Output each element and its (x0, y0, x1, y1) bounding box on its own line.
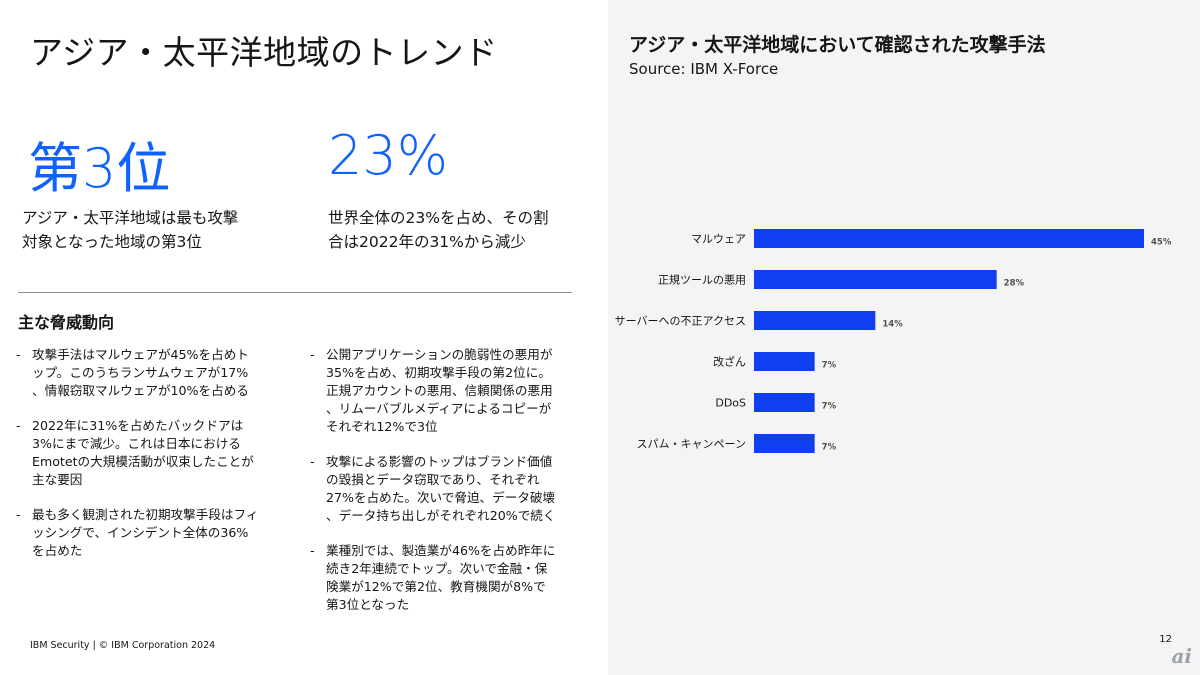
left-panel: アジア・太平洋地域のトレンド 第3位 アジア・太平洋地域は最も攻撃 対象となった… (16, 33, 588, 651)
bar-category-label: スパム・キャンペーン (637, 438, 746, 451)
threat-bullet: - 業種別では、製造業が46%を占め昨年に 続き2年連続でトップ。次いで金融・保 険業… (310, 542, 588, 614)
threat-bullet-line: 攻撃による影響のトップはブランド価値 (326, 454, 553, 469)
stat-share-description: 世界全体の23%を占め、その割 合は2022年の31%から減少 (328, 206, 588, 254)
bar-value-label: 28% (1004, 279, 1025, 289)
bar-category-label: 改ざん (713, 355, 746, 369)
threat-bullet: - 攻撃手法はマルウェアが45%を占めト ップ。このうちランサムウェアが17% 、情報… (16, 346, 286, 400)
stat-share-line: 世界全体の23%を占め、その割 (328, 209, 549, 227)
threats-heading: 主な脅威動向 (18, 313, 115, 332)
footer-copyright: IBM Security | © IBM Corporation 2024 (30, 640, 216, 651)
attack-methods-bar-chart: マルウェア 45% 正規ツールの悪用 28% サーバーへの不正アクセス 14% 改ざん 7% D… (615, 229, 1172, 453)
threat-bullet-line: ッシングで、インシデント全体の36% (32, 525, 249, 540)
bar (754, 434, 815, 453)
slide-title: アジア・太平洋地域のトレンド (30, 33, 498, 72)
threat-bullet-line: 攻撃手法はマルウェアが45%を占めト (32, 347, 249, 362)
threat-bullet-line: 3%にまで減少。これは日本における (32, 436, 241, 451)
bar-value-label: 14% (882, 320, 903, 330)
threat-bullet-line: 険業が12%で第2位、教育機関が8%で (326, 579, 546, 594)
threat-bullet-line: の毀損とデータ窃取であり、それぞれ (326, 472, 540, 487)
threat-bullet-line: 正規アカウントの悪用、信頼関係の悪用 (326, 383, 553, 398)
bar-category-label: 正規ツールの悪用 (658, 273, 746, 287)
threat-bullet-line: 27%を占めた。次いで脅迫、データ破壊 (326, 490, 556, 505)
threat-bullet-line: 公開アプリケーションの脆弱性の悪用が (326, 347, 553, 362)
bar-category-label: DDoS (715, 397, 746, 410)
bullet-dash: - (16, 418, 21, 433)
chart-title: アジア・太平洋地域において確認された攻撃手法 (629, 34, 1046, 56)
bar (754, 311, 876, 330)
bar-category-label: マルウェア (691, 233, 746, 246)
threat-bullet-line: それぞれ12%で3位 (326, 419, 438, 434)
threat-bullet-line: 35%を占め、初期攻撃手段の第2位に。 (326, 365, 551, 380)
stat-rank-line: アジア・太平洋地域は最も攻撃 (22, 209, 239, 227)
threat-bullet-line: 第3位となった (326, 597, 410, 612)
bar-value-label: 7% (822, 361, 837, 371)
threat-bullet: - 公開アプリケーションの脆弱性の悪用が 35%を占め、初期攻撃手段の第2位に。 正規… (310, 346, 588, 436)
bar-value-label: 7% (822, 443, 837, 453)
stat-rank-description: アジア・太平洋地域は最も攻撃 対象となった地域の第3位 (22, 206, 292, 254)
stat-share-line: 合は2022年の31%から減少 (328, 233, 526, 251)
threat-bullet-line: 2022年に31%を占めたバックドアは (32, 418, 244, 433)
section-divider (18, 292, 572, 293)
stat-rank-line: 対象となった地域の第3位 (22, 233, 202, 251)
threat-bullet-line: Emotetの大規模活動が収束したことが (32, 454, 254, 469)
threat-bullet-line: 、リムーバブルメディアによるコピーが (326, 401, 552, 416)
stat-rank-value: 第3位 (28, 137, 171, 200)
threat-bullet-line: 、情報窃取マルウェアが10%を占める (32, 383, 249, 398)
bar-value-label: 7% (822, 402, 837, 412)
threat-bullet-line: を占めた (32, 543, 83, 558)
bar (754, 270, 997, 289)
bar-value-label: 45% (1151, 238, 1172, 248)
threats-column-1: - 攻撃手法はマルウェアが45%を占めト ップ。このうちランサムウェアが17% 、情報… (16, 346, 286, 577)
threats-column-2: - 公開アプリケーションの脆弱性の悪用が 35%を占め、初期攻撃手段の第2位に。 正規… (310, 346, 588, 631)
threat-bullet-line: 主な要因 (32, 472, 83, 487)
bar (754, 393, 815, 412)
threat-bullet: - 最も多く観測された初期攻撃手段はフィ ッシングで、インシデント全体の36% を占め… (16, 506, 286, 560)
itmedia-ai-logo: ai (1171, 644, 1192, 668)
threat-bullet: -2022年に31%を占めたバックドアは 3%にまで減少。これは日本における Emo… (16, 417, 286, 489)
threat-bullet: - 攻撃による影響のトップはブランド価値 の毀損とデータ窃取であり、それぞれ 27%を… (310, 453, 588, 525)
threat-bullet-line: 業種別では、製造業が46%を占め昨年に (326, 543, 556, 558)
bullet-dash: - (310, 347, 315, 362)
bar (754, 352, 815, 371)
threat-bullet-line: 、データ持ち出しがそれぞれ20%で続く (326, 508, 556, 523)
bar-category-label: サーバーへの不正アクセス (615, 315, 746, 328)
bullet-dash: - (310, 543, 315, 558)
chart-panel: アジア・太平洋地域において確認された攻撃手法 Source: IBM X-For… (608, 0, 1200, 675)
threat-bullet-line: 最も多く観測された初期攻撃手段はフィ (32, 507, 259, 522)
threat-bullet-line: 続き2年連続でトップ。次いで金融・保 (326, 561, 548, 576)
threat-bullet-line: ップ。このうちランサムウェアが17% (32, 365, 249, 380)
bullet-dash: - (16, 507, 21, 522)
page-number: 12 (1159, 634, 1172, 645)
bar (754, 229, 1144, 248)
bullet-dash: - (310, 454, 315, 469)
bullet-dash: - (16, 347, 21, 362)
chart-source: Source: IBM X-Force (629, 60, 779, 78)
stat-share-value: 23% (328, 124, 449, 187)
